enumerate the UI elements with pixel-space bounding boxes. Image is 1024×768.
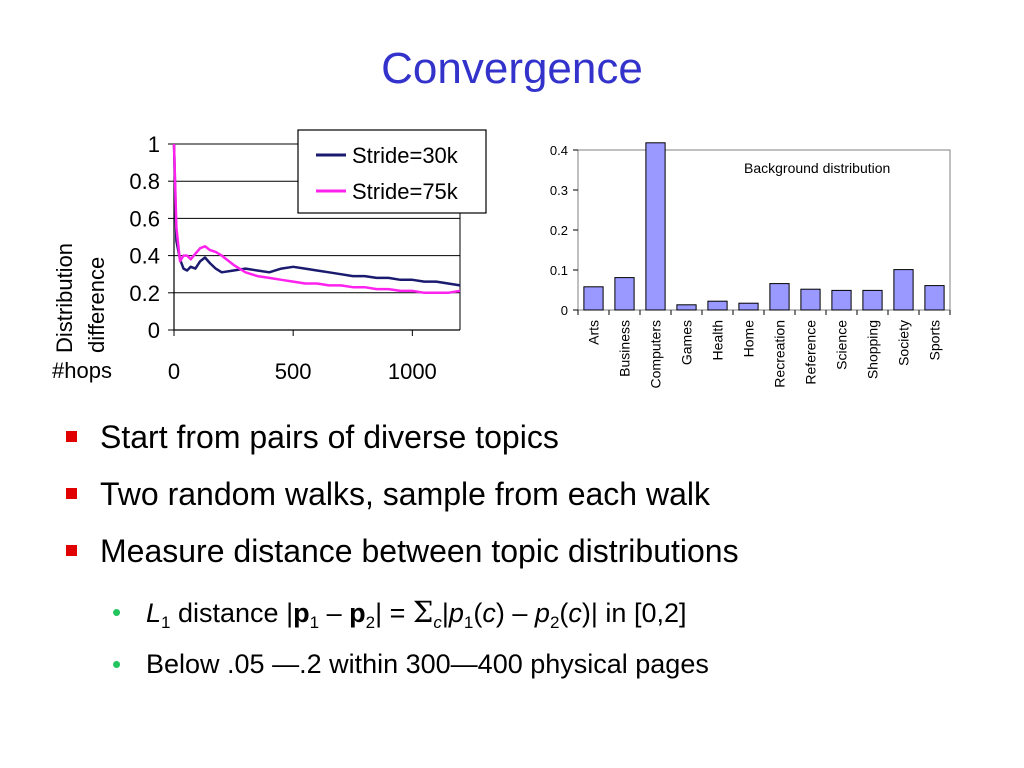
square-bullet-icon — [66, 488, 77, 499]
formula-c: c — [568, 598, 582, 628]
bar-category-labels: Arts Business Computers Games Health Home Recr… — [586, 320, 943, 389]
y-tick-label: 0.4 — [550, 143, 568, 158]
formula-p1-italic: p — [448, 598, 464, 628]
category-label-recreation: Recreation — [772, 320, 788, 388]
bar-health — [707, 300, 728, 311]
category-label-science: Science — [834, 320, 850, 370]
series-line-stride75k — [172, 143, 461, 295]
x-axis-label: #hops — [52, 358, 112, 383]
y-axis-label-line2: difference — [84, 257, 109, 353]
square-bullet-icon — [66, 431, 77, 442]
sub-bullet-item: • Below .05 —.2 within 300—400 physical p… — [110, 648, 990, 680]
bar-society — [893, 269, 914, 311]
formula-tail: | in [0,2] — [590, 598, 687, 628]
formula-p2-italic: p — [534, 598, 550, 628]
bar-chart-title: Background distribution — [744, 160, 890, 176]
x-tick-label: 0 — [168, 359, 180, 384]
legend-label-stride75k: Stride=75k — [352, 179, 459, 204]
y-tick-label: 0.1 — [550, 263, 568, 278]
category-label-arts: Arts — [586, 320, 602, 345]
bar-reference — [800, 288, 821, 311]
formula-subscript: 1 — [463, 613, 474, 632]
convergence-chart: 0 0.2 0.4 0.6 0.8 1 0 500 1000 Distribution dif… — [52, 129, 487, 384]
formula-L: L — [146, 598, 162, 628]
category-label-society: Society — [896, 320, 912, 366]
bar-science — [831, 289, 852, 311]
bullet-list: Start from pairs of diverse topics Two r… — [60, 418, 1000, 589]
background-distribution-chart: 0 0.1 0.2 0.3 0.4 Arts Business Computers Games… — [550, 142, 951, 389]
bar-computers — [645, 142, 666, 311]
sub-bullet-formula: • L1 distance |p1 – p2| = Σc|p1(c) – p2(… — [110, 595, 990, 632]
y-tick-label: 0.4 — [129, 244, 160, 269]
formula-sigma: Σ — [412, 595, 434, 629]
formula-subscript: 1 — [161, 613, 171, 632]
formula-c: c — [482, 598, 496, 628]
formula-minus: – — [504, 598, 535, 628]
bar-business — [614, 277, 635, 311]
formula-bar: | — [441, 598, 449, 628]
y-tick-label: 0.2 — [550, 223, 568, 238]
formula-paren: ( — [559, 598, 569, 628]
formula-minus: – — [319, 598, 350, 628]
formula-p1: p — [293, 598, 310, 628]
bar-recreation — [769, 283, 790, 311]
slide-title: Convergence — [381, 44, 643, 93]
chart-series-lines — [172, 143, 461, 295]
x-tick-labels: 0 500 1000 — [168, 359, 437, 384]
formula-subscript: 1 — [309, 613, 320, 632]
formula-text: distance | — [170, 598, 294, 628]
category-label-computers: Computers — [648, 320, 664, 388]
formula-p2: p — [349, 598, 366, 628]
formula-paren: ) — [495, 598, 505, 628]
x-tick-label: 1000 — [388, 359, 437, 384]
y-axis-label-line1: Distribution — [52, 243, 77, 353]
formula-eq: | = — [375, 598, 413, 628]
category-label-sports: Sports — [927, 320, 943, 360]
round-bullet-icon: • — [112, 597, 122, 627]
chart-legend: Stride=30k Stride=75k — [297, 129, 487, 214]
y-tick-label: 0 — [148, 318, 160, 343]
series-line-stride30k — [172, 143, 461, 287]
formula-paren: ( — [473, 598, 483, 628]
formula-subscript-c: c — [433, 613, 442, 632]
bar-sports — [924, 285, 945, 311]
bullet-text: Measure distance between topic distribut… — [100, 533, 739, 569]
bullet-item: Measure distance between topic distribut… — [60, 532, 1000, 570]
legend-label-stride30k: Stride=30k — [352, 143, 459, 168]
formula-subscript: 2 — [549, 613, 560, 632]
formula-subscript: 2 — [365, 613, 376, 632]
category-label-business: Business — [617, 320, 633, 377]
bar-shopping — [862, 289, 883, 311]
y-tick-label: 0.8 — [129, 169, 160, 194]
bar-y-tick-labels: 0 0.1 0.2 0.3 0.4 — [550, 143, 568, 318]
bullet-text: Start from pairs of diverse topics — [100, 419, 559, 455]
round-bullet-icon: • — [112, 649, 122, 679]
y-tick-labels: 0 0.2 0.4 0.6 0.8 1 — [129, 132, 160, 343]
y-tick-label: 0.2 — [129, 281, 160, 306]
bar-chart-frame — [573, 149, 951, 315]
category-label-home: Home — [741, 320, 757, 358]
y-tick-label: 1 — [148, 132, 160, 157]
x-tick-label: 500 — [275, 359, 312, 384]
bar-home — [738, 302, 759, 311]
y-tick-label: 0.3 — [550, 183, 568, 198]
category-label-health: Health — [710, 320, 726, 360]
category-label-games: Games — [679, 320, 695, 365]
sub-bullet-list: • L1 distance |p1 – p2| = Σc|p1(c) – p2(… — [110, 596, 990, 699]
bullet-item: Start from pairs of diverse topics — [60, 418, 1000, 456]
category-label-shopping: Shopping — [865, 320, 881, 379]
bullet-text: Two random walks, sample from each walk — [100, 476, 710, 512]
sub-bullet-text: Below .05 —.2 within 300—400 physical pa… — [146, 649, 709, 679]
y-tick-label: 0 — [561, 303, 568, 318]
bar-chart-bars — [583, 142, 945, 311]
formula-paren: ) — [581, 598, 591, 628]
y-tick-label: 0.6 — [129, 206, 160, 231]
bar-arts — [583, 286, 604, 311]
bullet-item: Two random walks, sample from each walk — [60, 475, 1000, 513]
category-label-reference: Reference — [803, 320, 819, 385]
bar-games — [676, 304, 697, 311]
square-bullet-icon — [66, 545, 77, 556]
